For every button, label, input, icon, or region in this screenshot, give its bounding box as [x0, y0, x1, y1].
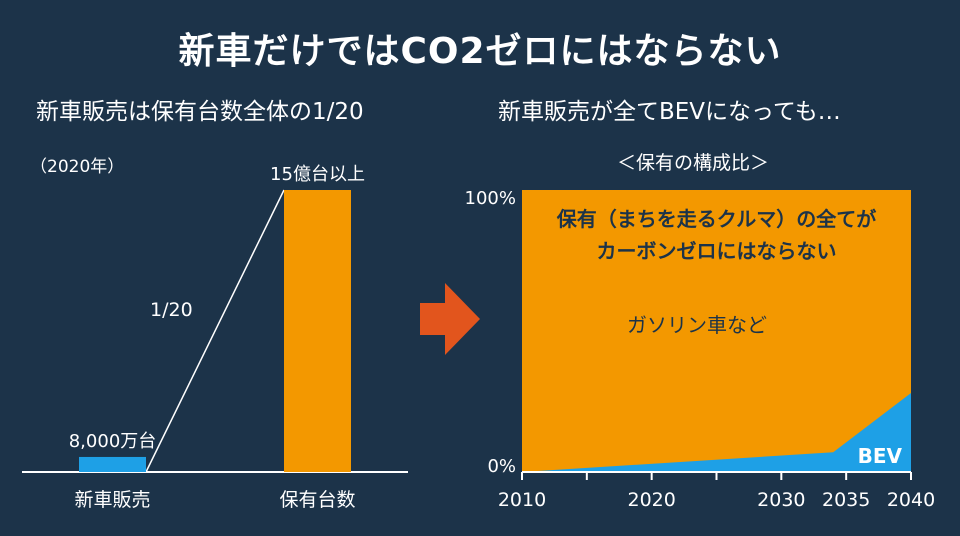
- ratio-connector-line: [145, 189, 285, 473]
- right-arrow-icon: [420, 283, 480, 355]
- bar-data-label: 15億台以上: [270, 164, 365, 185]
- chart-message-line-2: カーボンゼロにはならない: [597, 239, 837, 263]
- chart-caption-text: ＜保有の構成比＞: [617, 152, 770, 174]
- area-series-bev: [522, 393, 911, 472]
- x-tick-label: 2035: [822, 489, 870, 511]
- year-note: （2020年）: [30, 157, 125, 177]
- x-tick-label: 2040: [887, 489, 935, 511]
- bar-vehicles-in-use: [284, 190, 351, 472]
- right-area-chart: 保有（まちを走るクルマ）の全てが カーボンゼロにはならない ガソリン車など BE…: [465, 188, 936, 511]
- x-tick-label: 2030: [757, 489, 805, 511]
- bar-new-car-sales: [79, 456, 146, 472]
- bar-category-label: 保有台数: [279, 489, 355, 511]
- chart-message-line-1: 保有（まちを走るクルマ）の全てが: [556, 207, 876, 231]
- y-tick-label: 100%: [465, 188, 516, 209]
- x-tick-label: 2020: [627, 489, 675, 511]
- ratio-label: 1/20: [150, 299, 193, 321]
- series-label-bev: BEV: [858, 444, 903, 468]
- area-series-gasoline: [522, 190, 911, 472]
- series-label-gasoline: ガソリン車など: [627, 313, 767, 337]
- right-subtitle: 新車販売が全てBEVになっても…: [498, 99, 841, 125]
- bar-category-label: 新車販売: [74, 489, 150, 511]
- x-tick-label: 2010: [498, 489, 546, 511]
- y-tick-label: 0%: [487, 456, 516, 477]
- bar-data-label: 8,000万台: [69, 431, 157, 452]
- left-subtitle: 新車販売は保有台数全体の1/20: [36, 99, 364, 125]
- page-title: 新車だけではCO2ゼロにはならない: [178, 31, 782, 72]
